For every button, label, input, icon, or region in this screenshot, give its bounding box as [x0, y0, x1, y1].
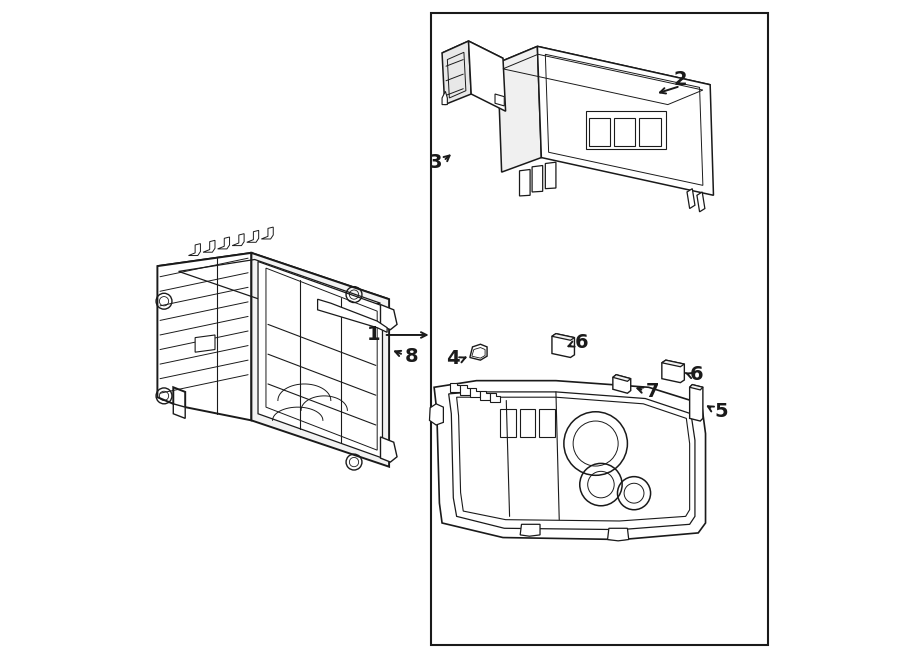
Text: 4: 4: [446, 350, 460, 368]
Polygon shape: [381, 305, 397, 330]
Polygon shape: [480, 391, 490, 400]
Polygon shape: [662, 360, 684, 367]
Polygon shape: [552, 334, 574, 340]
Polygon shape: [613, 375, 631, 393]
Polygon shape: [469, 41, 506, 111]
Polygon shape: [687, 189, 695, 209]
Text: 5: 5: [715, 402, 728, 421]
Text: 3: 3: [428, 153, 442, 171]
Text: 6: 6: [574, 334, 588, 352]
Polygon shape: [490, 393, 500, 402]
Polygon shape: [318, 299, 387, 332]
Polygon shape: [519, 169, 530, 196]
Polygon shape: [174, 404, 185, 418]
Polygon shape: [498, 46, 710, 101]
Polygon shape: [520, 524, 540, 536]
Text: 2: 2: [673, 70, 688, 89]
Polygon shape: [689, 385, 703, 421]
Text: 6: 6: [689, 365, 703, 383]
Polygon shape: [158, 253, 389, 312]
Text: 1: 1: [367, 326, 381, 344]
Polygon shape: [261, 227, 274, 239]
Polygon shape: [442, 91, 447, 105]
Polygon shape: [470, 388, 480, 397]
Polygon shape: [450, 383, 460, 392]
Polygon shape: [545, 162, 556, 189]
Polygon shape: [188, 244, 201, 256]
Polygon shape: [613, 375, 631, 381]
Polygon shape: [232, 234, 244, 246]
Polygon shape: [158, 253, 251, 420]
Polygon shape: [258, 261, 382, 458]
Bar: [614, 118, 635, 146]
Bar: [519, 409, 536, 437]
Polygon shape: [552, 334, 574, 357]
Polygon shape: [251, 253, 389, 467]
Polygon shape: [195, 335, 215, 352]
Text: 8: 8: [405, 347, 418, 365]
Bar: [500, 409, 516, 437]
Polygon shape: [697, 192, 705, 212]
Polygon shape: [608, 528, 629, 541]
Polygon shape: [689, 385, 703, 390]
Bar: [539, 409, 555, 437]
Polygon shape: [460, 385, 470, 395]
Bar: [586, 111, 666, 149]
Polygon shape: [434, 381, 706, 540]
Polygon shape: [532, 166, 543, 192]
Bar: [589, 118, 610, 146]
Polygon shape: [381, 437, 397, 462]
Polygon shape: [470, 344, 487, 360]
Polygon shape: [662, 360, 684, 383]
Bar: [431, 13, 768, 645]
Polygon shape: [537, 46, 714, 195]
Polygon shape: [429, 404, 444, 425]
Polygon shape: [203, 240, 215, 252]
Polygon shape: [442, 41, 503, 70]
Bar: [639, 118, 661, 146]
Polygon shape: [495, 94, 504, 106]
Text: 7: 7: [645, 383, 659, 401]
Polygon shape: [498, 46, 542, 172]
Polygon shape: [442, 41, 472, 105]
Polygon shape: [247, 230, 258, 242]
Polygon shape: [218, 237, 230, 249]
